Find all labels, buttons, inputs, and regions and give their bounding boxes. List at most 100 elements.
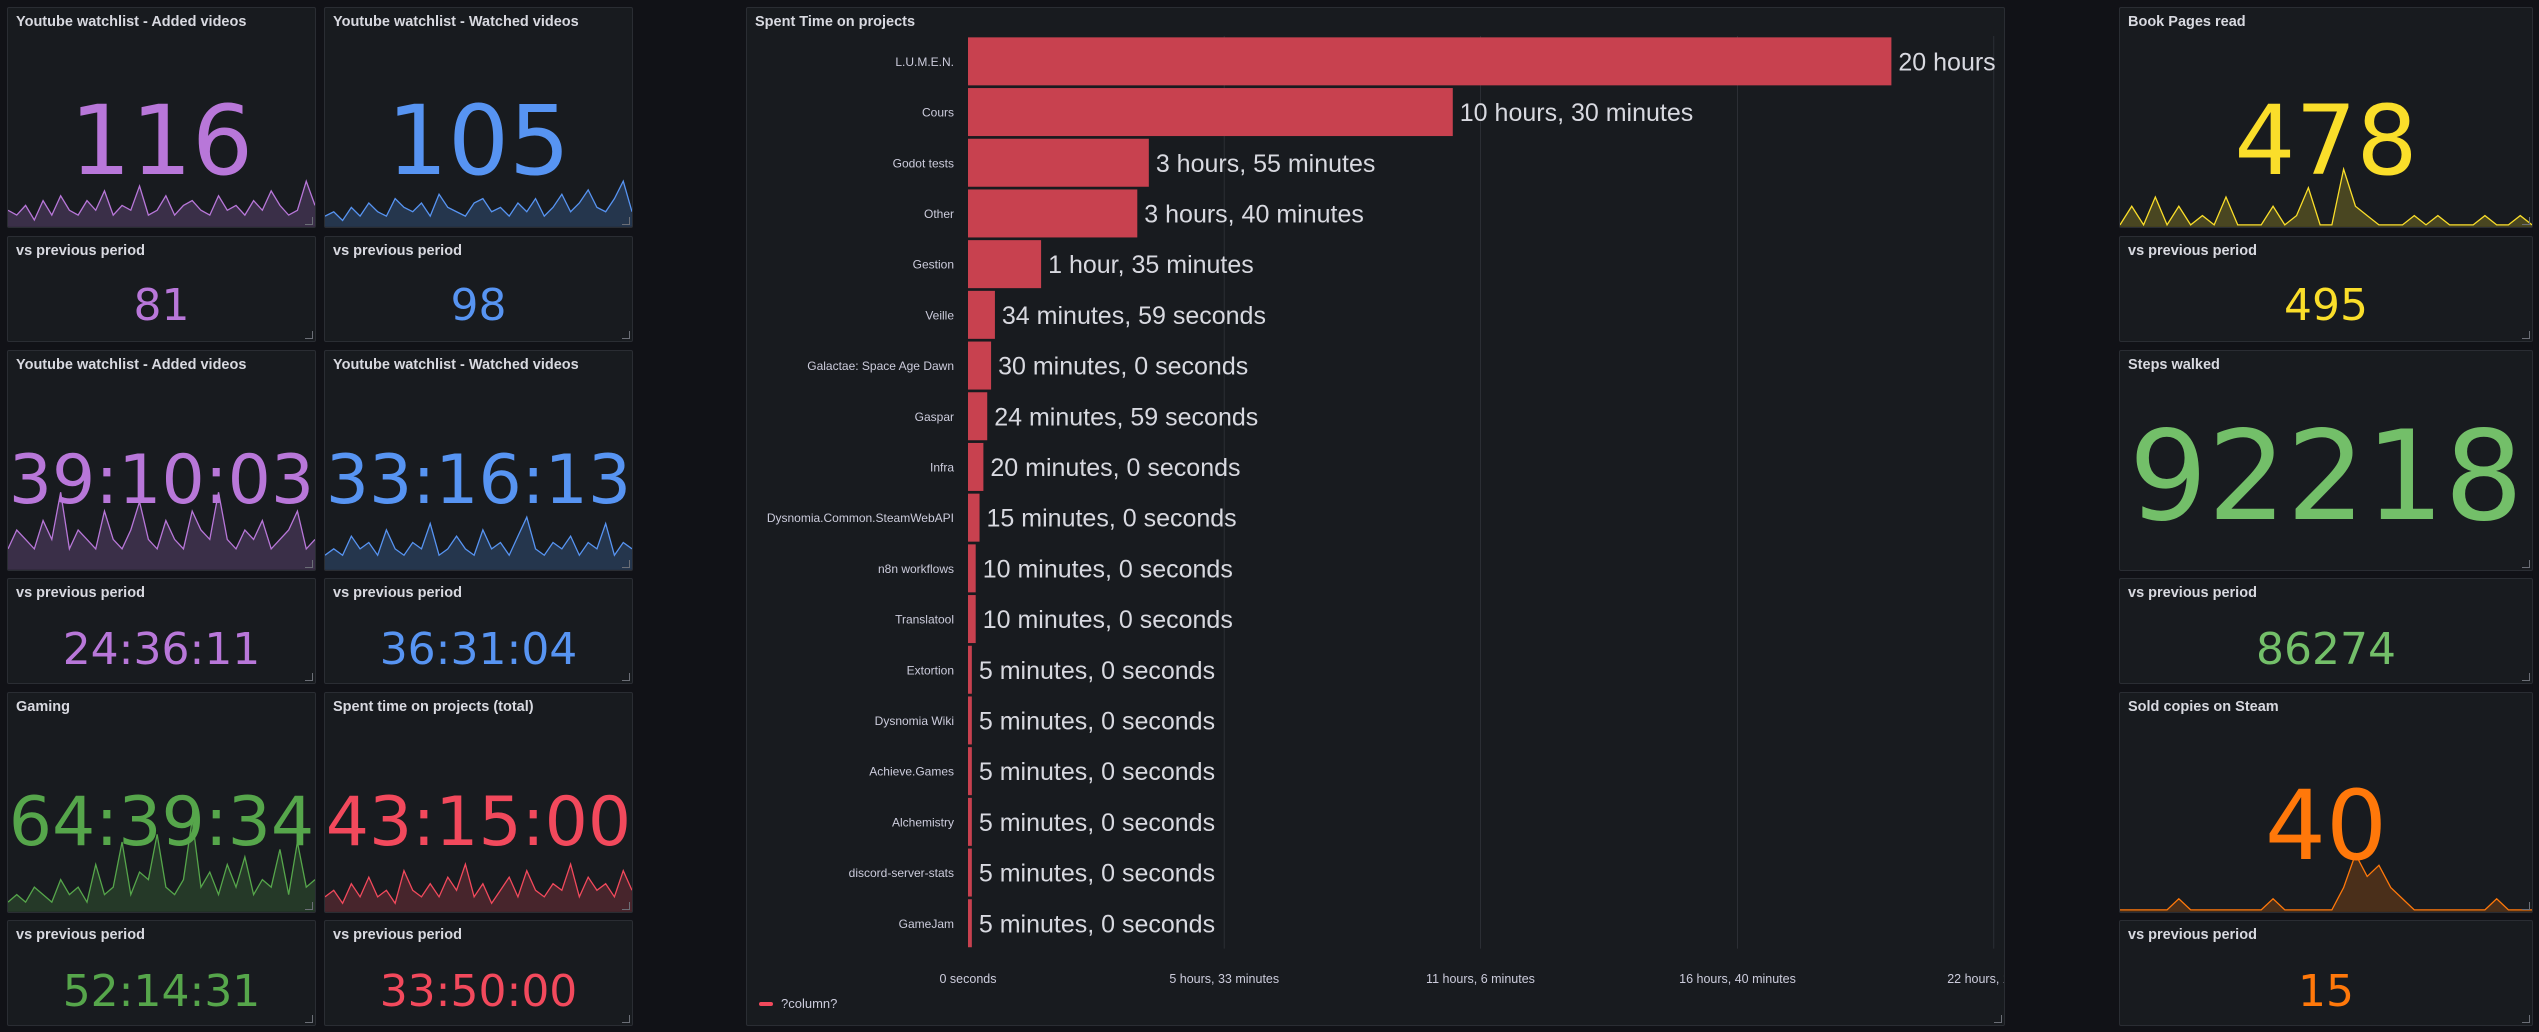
- resize-handle[interactable]: [305, 1015, 313, 1023]
- stat-panel-steam[interactable]: Sold copies on Steam 40: [2119, 692, 2533, 913]
- sparkline-line: [325, 515, 632, 557]
- x-tick-label: 0 seconds: [940, 972, 997, 986]
- panel-title: Steps walked: [2128, 357, 2220, 373]
- sparkline-area: [325, 181, 632, 227]
- bar-value-label: 34 minutes, 59 seconds: [1002, 302, 1266, 330]
- bar: [968, 442, 984, 491]
- sparkline-line: [2120, 167, 2532, 227]
- stat-panel-yt-added-prev[interactable]: vs previous period 81: [7, 236, 316, 342]
- bar: [968, 240, 1042, 289]
- resize-handle[interactable]: [2522, 902, 2530, 910]
- panel-title: Youtube watchlist - Watched videos: [333, 357, 579, 373]
- category-label: Gestion: [913, 258, 954, 272]
- stat-value: 98: [450, 280, 507, 331]
- stat-panel-projects-total[interactable]: Spent time on projects (total) 43:15:00: [324, 692, 633, 913]
- panel-title: Gaming: [16, 699, 70, 715]
- bar: [968, 341, 992, 390]
- panel-title: vs previous period: [16, 927, 145, 943]
- resize-handle[interactable]: [2522, 217, 2530, 225]
- legend-label: ?column?: [781, 996, 838, 1011]
- stat-panel-book-pages[interactable]: Book Pages read 478: [2119, 7, 2533, 228]
- stat-panel-yt-watched-time-prev[interactable]: vs previous period 36:31:04: [324, 578, 633, 684]
- panel-title: vs previous period: [333, 585, 462, 601]
- resize-handle[interactable]: [622, 673, 630, 681]
- stat-panel-yt-added[interactable]: Youtube watchlist - Added videos 116: [7, 7, 316, 228]
- bar: [968, 189, 1138, 238]
- resize-handle[interactable]: [2522, 673, 2530, 681]
- stat-value: 40: [2264, 770, 2388, 882]
- resize-handle[interactable]: [305, 902, 313, 910]
- stat-value: 33:16:13: [325, 441, 632, 520]
- panel-title: Youtube watchlist - Watched videos: [333, 14, 579, 30]
- category-label: GameJam: [899, 917, 954, 931]
- bar-value-label: 3 hours, 40 minutes: [1144, 200, 1364, 228]
- resize-handle[interactable]: [2522, 331, 2530, 339]
- stat-panel-gaming-prev[interactable]: vs previous period 52:14:31: [7, 920, 316, 1026]
- stat-panel-steps-prev[interactable]: vs previous period 86274: [2119, 578, 2533, 684]
- stat-panel-yt-added-time[interactable]: Youtube watchlist - Added videos 39:10:0…: [7, 350, 316, 571]
- category-label: Galactae: Space Age Dawn: [807, 359, 954, 373]
- stat-value: 39:10:03: [8, 441, 315, 520]
- resize-handle[interactable]: [622, 560, 630, 568]
- stat-panel-steam-prev[interactable]: vs previous period 15: [2119, 920, 2533, 1026]
- x-tick-label: 22 hours, 13 min: [1947, 972, 2005, 986]
- resize-handle[interactable]: [305, 217, 313, 225]
- bar: [968, 290, 995, 339]
- stat-panel-yt-watched[interactable]: Youtube watchlist - Watched videos 105: [324, 7, 633, 228]
- x-tick-label: 16 hours, 40 minutes: [1679, 972, 1796, 986]
- category-label: L.U.M.E.N.: [895, 55, 954, 69]
- sparkline-area: [2120, 854, 2532, 912]
- sparkline-line: [8, 492, 315, 552]
- x-tick-label: 5 hours, 33 minutes: [1169, 972, 1279, 986]
- resize-handle[interactable]: [2522, 560, 2530, 568]
- panel-title: vs previous period: [2128, 927, 2257, 943]
- sparkline-line: [325, 862, 632, 905]
- stat-value: 81: [133, 280, 190, 331]
- category-label: Cours: [922, 106, 954, 120]
- x-tick-label: 11 hours, 6 minutes: [1426, 972, 1535, 986]
- stat-value: 24:36:11: [62, 624, 261, 675]
- bar-chart-panel[interactable]: Spent Time on projects 0 seconds 5 hours,…: [746, 7, 2005, 1026]
- legend[interactable]: ?column?: [759, 996, 837, 1011]
- resize-handle[interactable]: [305, 560, 313, 568]
- stat-panel-steps[interactable]: Steps walked 92218: [2119, 350, 2533, 571]
- category-label: n8n workflows: [878, 562, 954, 576]
- resize-handle[interactable]: [2522, 1015, 2530, 1023]
- stat-panel-yt-watched-prev[interactable]: vs previous period 98: [324, 236, 633, 342]
- resize-handle[interactable]: [622, 902, 630, 910]
- category-label: Translatool: [895, 613, 954, 627]
- resize-handle[interactable]: [622, 331, 630, 339]
- bar-value-label: 30 minutes, 0 seconds: [998, 353, 1248, 381]
- sparkline: [325, 179, 632, 227]
- resize-handle[interactable]: [305, 673, 313, 681]
- bar-value-label: 24 minutes, 59 seconds: [994, 403, 1258, 431]
- stat-panel-projects-total-prev[interactable]: vs previous period 33:50:00: [324, 920, 633, 1026]
- bar: [968, 595, 976, 644]
- stat-value: 43:15:00: [325, 783, 632, 862]
- stat-value: 92218: [2128, 405, 2524, 549]
- stat-panel-book-pages-prev[interactable]: vs previous period 495: [2119, 236, 2533, 342]
- bar-value-label: 15 minutes, 0 seconds: [987, 505, 1237, 533]
- stat-panel-yt-added-time-prev[interactable]: vs previous period 24:36:11: [7, 578, 316, 684]
- category-label: Godot tests: [893, 156, 954, 170]
- stat-panel-yt-watched-time[interactable]: Youtube watchlist - Watched videos 33:16…: [324, 350, 633, 571]
- bar: [968, 493, 980, 542]
- category-label: Veille: [925, 308, 954, 322]
- stat-panel-gaming[interactable]: Gaming 64:39:34: [7, 692, 316, 913]
- category-label: Alchemistry: [892, 815, 954, 829]
- resize-handle[interactable]: [622, 217, 630, 225]
- bar: [968, 544, 976, 593]
- sparkline-area: [8, 819, 315, 912]
- bar: [968, 848, 972, 897]
- bar: [968, 392, 988, 441]
- resize-handle[interactable]: [1994, 1015, 2002, 1023]
- legend-swatch: [759, 1001, 773, 1006]
- sparkline: [2120, 852, 2532, 912]
- resize-handle[interactable]: [622, 1015, 630, 1023]
- category-label: Dysnomia.Common.SteamWebAPI: [767, 511, 954, 525]
- bar-value-label: 5 minutes, 0 seconds: [979, 758, 1215, 786]
- resize-handle[interactable]: [305, 331, 313, 339]
- category-label: Infra: [930, 460, 954, 474]
- panel-title: vs previous period: [16, 585, 145, 601]
- stat-value: 52:14:31: [62, 966, 261, 1017]
